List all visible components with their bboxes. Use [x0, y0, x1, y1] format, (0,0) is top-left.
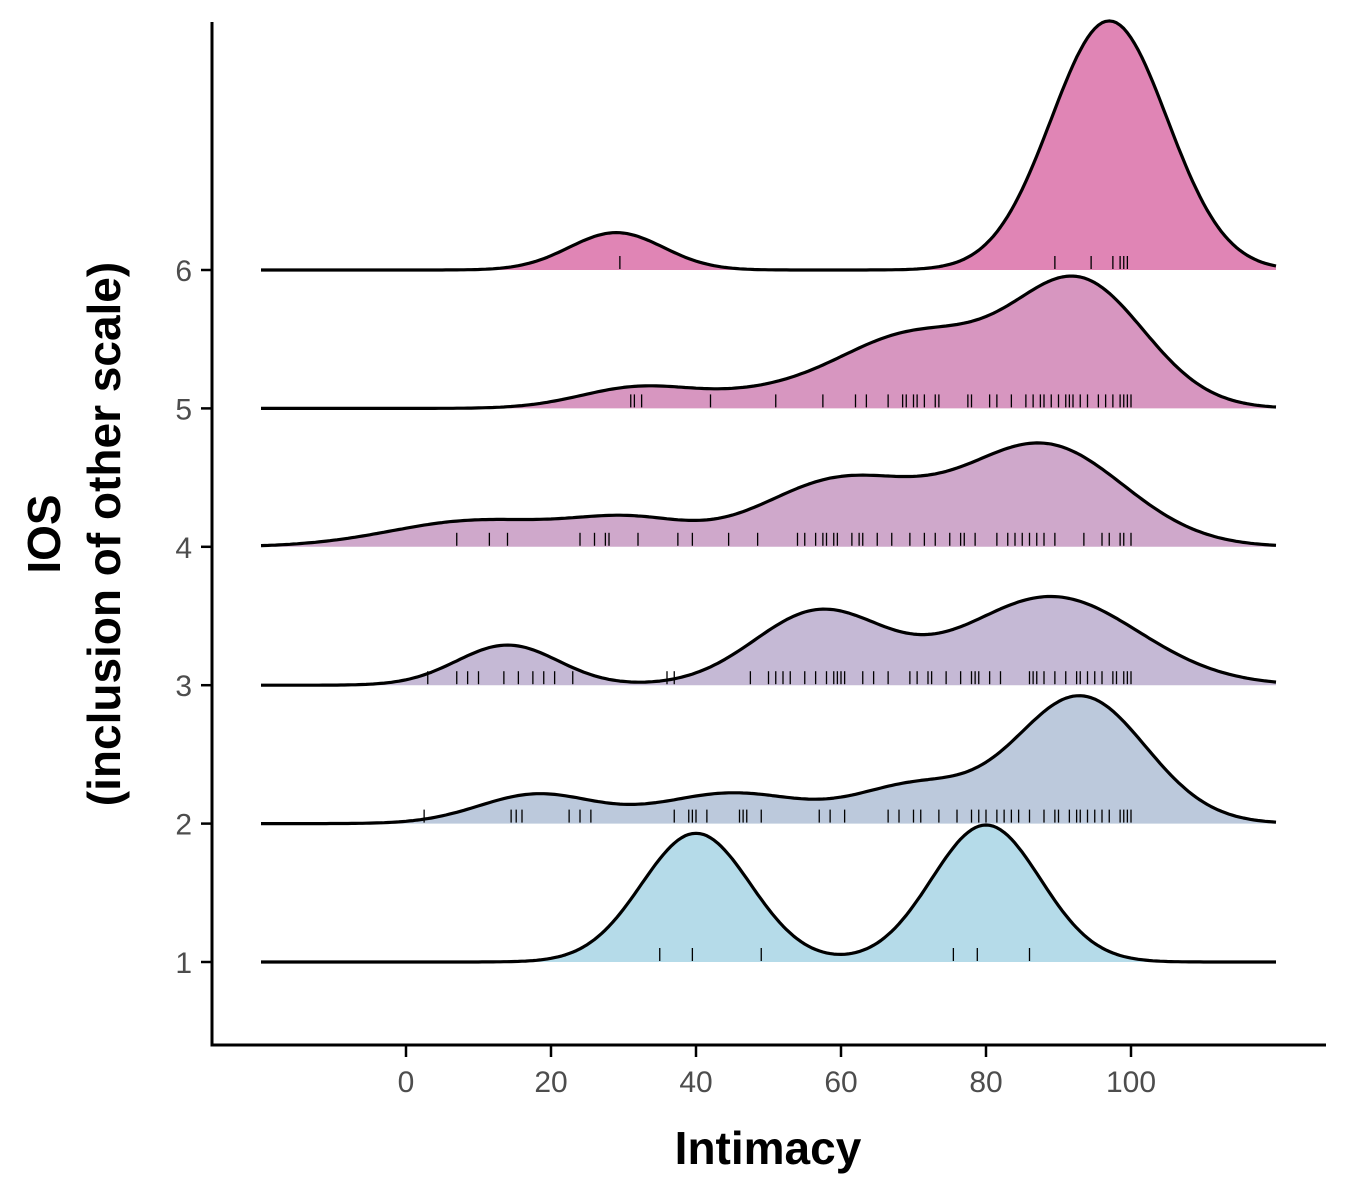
rug-4 — [456, 532, 1132, 546]
y-axis-title-line2: (inclusion of other scale) — [78, 262, 130, 806]
ridge-6 — [261, 19, 1277, 272]
y-tick-label: 3 — [175, 670, 192, 703]
ridges-layer — [260, 19, 1277, 964]
y-ticks: 1 2 3 4 5 6 — [175, 255, 212, 980]
y-axis-title-line1: IOS — [18, 494, 70, 573]
ridge-1 — [261, 823, 1276, 964]
ridge-fill-4 — [261, 442, 1276, 547]
ridge-fill-2 — [261, 695, 1276, 824]
x-ticks: 0 20 40 60 80 100 — [398, 1046, 1156, 1099]
ridge-fill-6 — [261, 20, 1276, 271]
ridge-2 — [261, 694, 1277, 826]
rug-3 — [427, 671, 1132, 685]
ridge-line-2 — [261, 694, 1277, 826]
ridge-4 — [260, 441, 1277, 548]
y-tick-label: 4 — [175, 532, 192, 565]
ridge-line-1 — [261, 823, 1276, 964]
ridge-fill-5 — [261, 276, 1276, 409]
ridge-fill-1 — [261, 825, 1276, 962]
rug-5 — [630, 394, 1132, 408]
y-tick-label: 5 — [175, 393, 192, 426]
y-axis-title: IOS (inclusion of other scale) — [18, 262, 130, 806]
ridge-3 — [261, 594, 1277, 687]
ridge-5 — [261, 274, 1277, 410]
x-axis-title: Intimacy — [675, 1122, 862, 1174]
x-tick-label: 60 — [824, 1066, 857, 1099]
x-tick-label: 80 — [969, 1066, 1002, 1099]
y-tick-label: 6 — [175, 255, 192, 288]
ridge-line-6 — [261, 19, 1277, 272]
y-tick-label: 2 — [175, 809, 192, 842]
ridge-line-5 — [261, 274, 1277, 410]
ridge-fill-3 — [261, 596, 1276, 686]
y-tick-label: 1 — [175, 947, 192, 980]
x-tick-label: 100 — [1106, 1066, 1156, 1099]
ridge-line-3 — [261, 594, 1277, 687]
rug-2 — [423, 809, 1132, 823]
x-tick-label: 0 — [398, 1066, 415, 1099]
rug-1 — [659, 948, 1031, 961]
x-tick-label: 40 — [679, 1066, 712, 1099]
rug-6 — [619, 256, 1129, 269]
x-tick-label: 20 — [534, 1066, 567, 1099]
ridge-line-4 — [260, 441, 1277, 548]
